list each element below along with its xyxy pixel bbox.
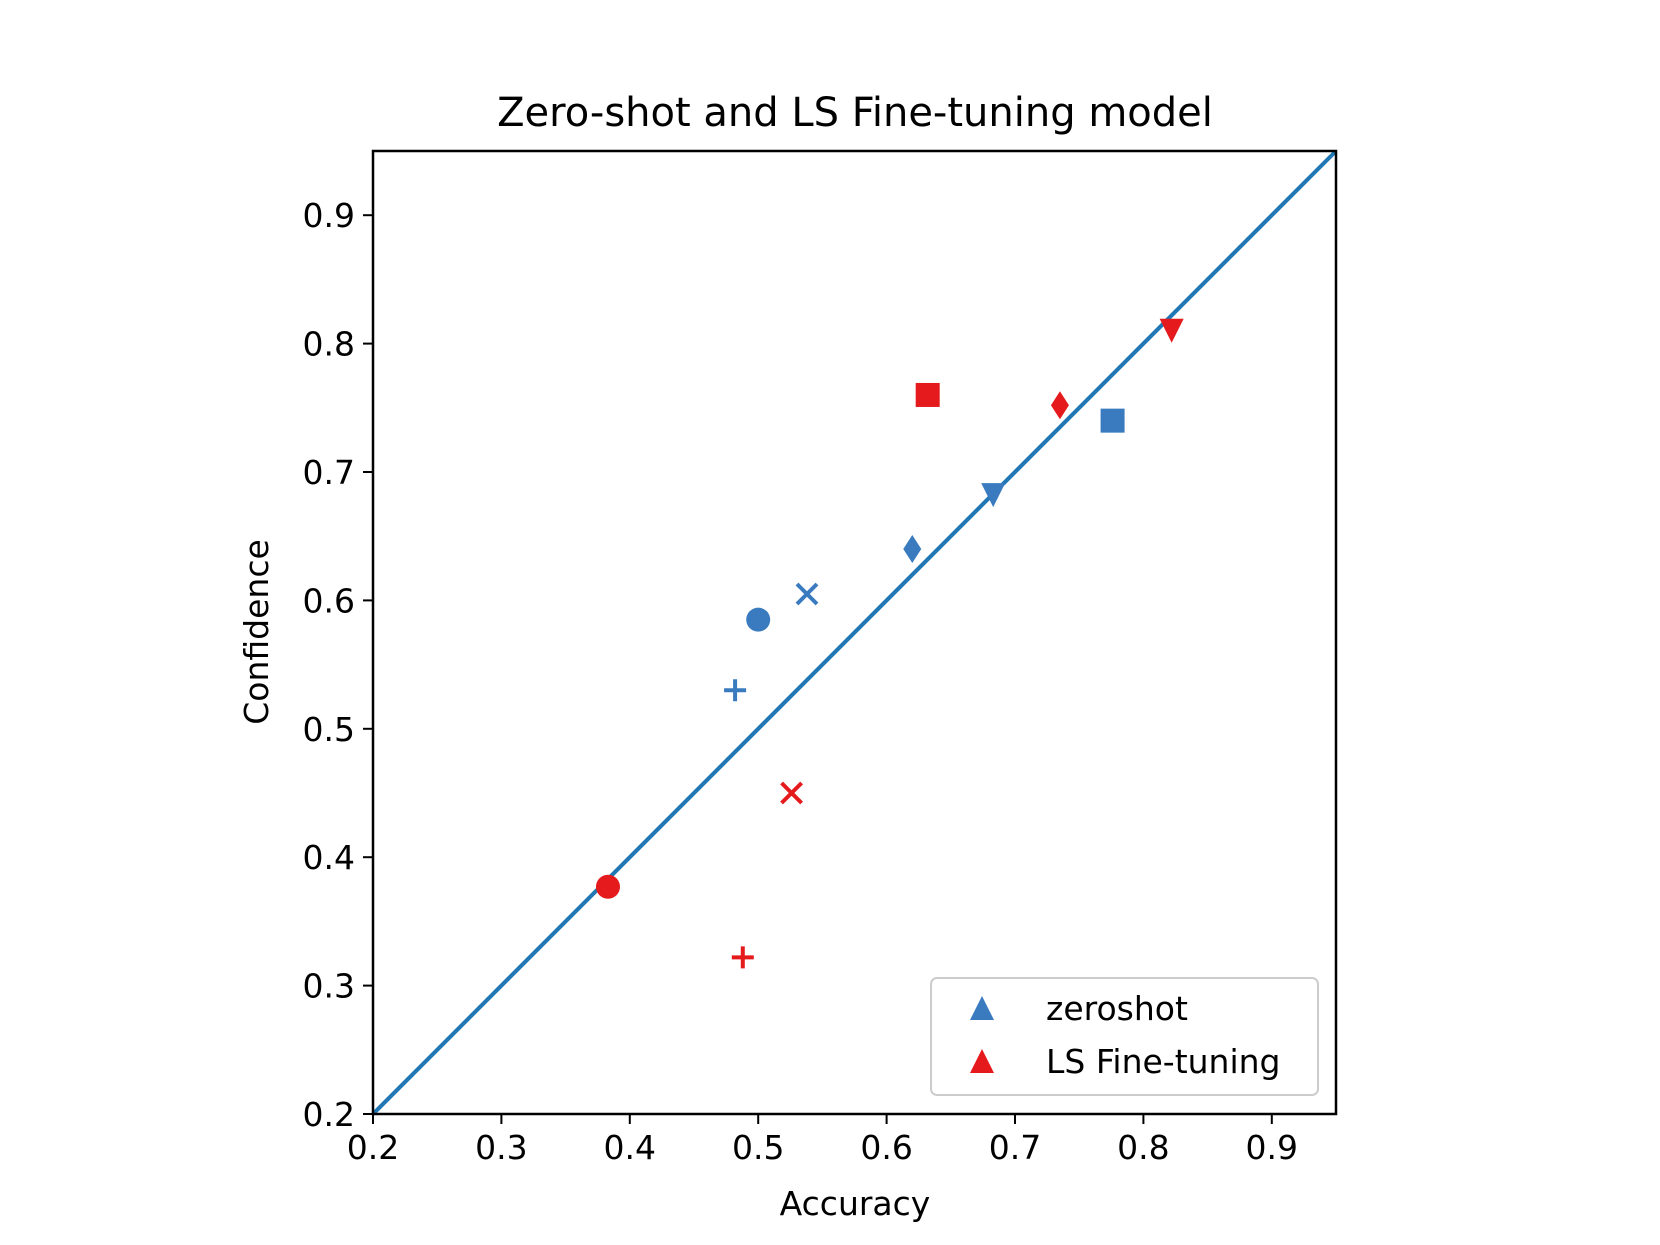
diagonal-reference-line <box>371 149 1338 1116</box>
point-ls-fine-tuning-diamond <box>1050 391 1069 420</box>
x-tick-label: 0.8 <box>1117 1128 1169 1167</box>
legend-box <box>930 977 1319 1096</box>
y-tick-label: 0.9 <box>303 196 355 235</box>
legend: zeroshot LS Fine-tuning <box>930 977 1319 1096</box>
ticks-layer: 0.2 0.3 0.4 0.5 0.6 0.7 0.8 0.9 0.2 0.3 0.4 0.5 0.6 0… <box>303 196 1299 1167</box>
y-tick-label: 0.5 <box>303 710 355 749</box>
point-zeroshot-diamond <box>903 535 922 564</box>
diagonal-layer <box>371 149 1338 1116</box>
y-tick-label: 0.6 <box>303 581 355 620</box>
point-ls-fine-tuning-square <box>915 382 940 407</box>
axes-frame <box>371 149 1338 1116</box>
point-ls-fine-tuning-plus <box>731 946 754 969</box>
y-axis-label: Confidence <box>237 539 276 725</box>
y-tick-label: 0.7 <box>303 453 355 492</box>
point-zeroshot-square <box>1100 408 1125 433</box>
x-tick-label: 0.7 <box>989 1128 1041 1167</box>
x-tick-label: 0.5 <box>732 1128 784 1167</box>
point-ls-fine-tuning-x <box>780 781 803 805</box>
x-tick-label: 0.3 <box>475 1128 527 1167</box>
legend-marker-ls-finetuning <box>970 1049 994 1073</box>
x-axis-label: Accuracy <box>780 1184 931 1223</box>
x-tick-label: 0.6 <box>860 1128 912 1167</box>
chart-title: Zero-shot and LS Fine-tuning model <box>497 90 1213 136</box>
point-zeroshot-triangle-down <box>981 483 1006 508</box>
points-layer <box>595 318 1184 969</box>
legend-label-zeroshot: zeroshot <box>1046 989 1188 1028</box>
x-tick-label: 0.9 <box>1246 1128 1298 1167</box>
y-tick-label: 0.2 <box>303 1095 355 1134</box>
point-ls-fine-tuning-circle <box>595 874 620 899</box>
y-tick-label: 0.3 <box>303 967 355 1006</box>
legend-marker-zeroshot <box>970 996 994 1020</box>
point-ls-fine-tuning-triangle-down <box>1159 318 1184 343</box>
point-zeroshot-x <box>795 582 819 606</box>
x-tick-label: 0.4 <box>604 1128 656 1167</box>
y-tick-label: 0.8 <box>303 325 355 364</box>
y-tick-label: 0.4 <box>303 838 355 877</box>
x-tick-label: 0.2 <box>347 1128 399 1167</box>
point-zeroshot-plus <box>724 679 747 702</box>
legend-label-ls-finetuning: LS Fine-tuning <box>1046 1042 1281 1081</box>
point-zeroshot-circle <box>746 607 771 632</box>
